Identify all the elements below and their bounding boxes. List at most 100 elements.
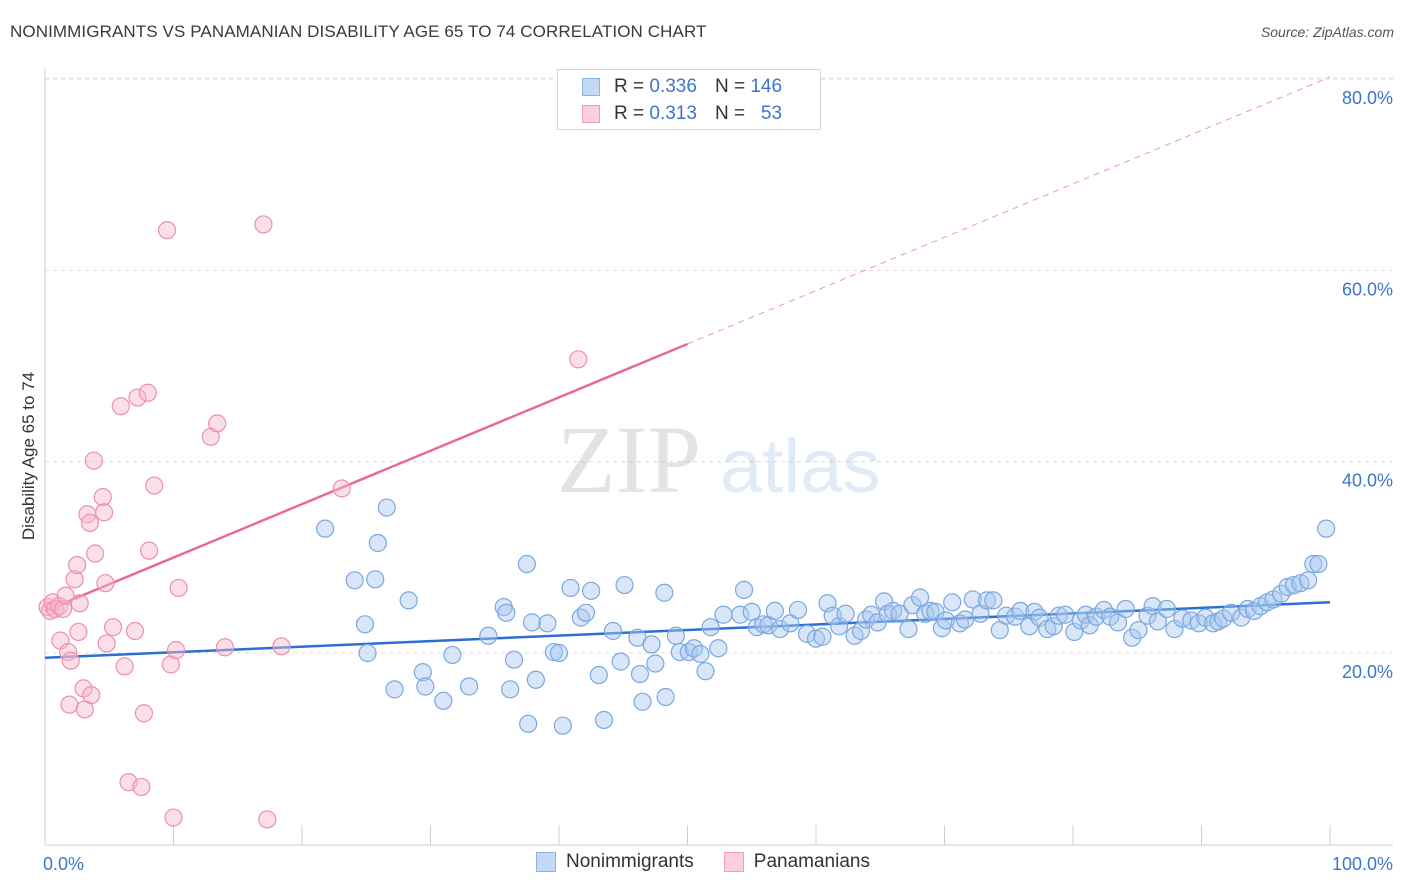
panamanian-point (139, 541, 159, 560)
nonimmigrant-point (1304, 554, 1323, 574)
nonimmigrant-point (479, 626, 498, 645)
nonimmigrant-point (813, 627, 832, 646)
nonimmigrant-point (797, 624, 817, 643)
nonimmigrant-point (434, 691, 453, 710)
nonimmigrant-point (1138, 606, 1157, 625)
y-tick-label: 60.0% (1342, 279, 1393, 299)
panamanian-point (96, 574, 115, 593)
x-tick-label-min: 0.0% (43, 854, 84, 874)
nonimmigrant-point (497, 603, 516, 622)
nonimmigrant-point (526, 670, 545, 689)
nonimmigrant-point (656, 687, 675, 707)
legend-swatch-pink (582, 105, 600, 123)
legend-swatch-pink (723, 852, 744, 872)
nonimmigrant-point (399, 591, 418, 610)
nonimmigrant-point (1284, 575, 1304, 595)
legend-label: Panamanians (753, 851, 870, 872)
watermark-zip: ZIP (557, 406, 701, 513)
source-credit: Source: ZipAtlas.com (1260, 24, 1394, 40)
nonimmigrant-point (544, 642, 563, 662)
nonimmigrant-point (1065, 622, 1084, 642)
nonimmigrant-point (366, 570, 385, 589)
nonimmigrant-point (936, 611, 955, 630)
axis-labels: 20.0% 40.0% 60.0% 80.0% 0.0% 100.0% Disability… (19, 88, 1393, 874)
nonimmigrant-point (594, 710, 614, 730)
nonimmigrant-point (582, 581, 601, 600)
nonimmigrant-point (345, 571, 364, 590)
nonimmigrant-point (734, 580, 754, 599)
nonimmigrant-point (1044, 617, 1063, 636)
panamanian-point (95, 503, 114, 522)
panamanian-point (258, 810, 277, 829)
y-tick-label: 80.0% (1342, 88, 1393, 108)
nonimmigrant-point (603, 621, 623, 641)
panamanian-point (80, 513, 100, 532)
nonimmigrant-point (836, 604, 855, 623)
legend-n-value: 146 (750, 76, 783, 97)
panamanian-point (161, 655, 181, 674)
nonimmigrant-point (576, 603, 596, 622)
nonimmigrant-point (416, 677, 435, 696)
nonimmigrant-point (517, 554, 536, 574)
nonimmigrant-point (910, 588, 930, 607)
nonimmigrant-point (655, 583, 674, 602)
legend-item-nonimmigrants: Nonimmigrants (536, 851, 694, 873)
y-tick-label: 40.0% (1342, 471, 1393, 491)
nonimmigrant-point (561, 578, 580, 598)
nonimmigrant-point (1129, 620, 1148, 640)
legend-row-nonimmigrants: R = 0.336 N = 146 (582, 74, 782, 100)
nonimmigrant-point (1148, 612, 1167, 631)
stats-legend: R = 0.336 N = 146 R = 0.313 N = 53 (557, 69, 821, 130)
nonimmigrant-point (377, 498, 396, 517)
trend-lines (44, 76, 1331, 660)
panamanian-point (56, 586, 75, 605)
panamanian-point (332, 479, 351, 498)
nonimmigrant-point (355, 615, 375, 634)
nonimmigrant-point (890, 604, 909, 623)
panamanian-point (115, 657, 134, 676)
panamanian-point (569, 350, 588, 369)
legend-swatch-blue (536, 852, 557, 872)
panamanian-point (164, 808, 183, 827)
panamanian-point (272, 637, 291, 656)
panamanian-point (82, 685, 101, 705)
nonimmigrant-point (770, 619, 790, 639)
nonimmigrant-point (1209, 612, 1228, 631)
legend-n-value: 53 (760, 103, 783, 124)
panamanian-point (70, 594, 89, 613)
nonimmigrant-point (943, 593, 962, 612)
panamanian-point (93, 487, 112, 507)
nonimmigrant-point (538, 614, 557, 633)
panamanian-point (215, 638, 234, 657)
nonimmigrant-point (955, 610, 975, 629)
watermark: ZIP atlas (557, 406, 881, 513)
nonimmigrant-point (385, 680, 404, 699)
nonimmigrant-point (754, 615, 773, 634)
nonimmigrant-point (316, 519, 335, 538)
nonimmigrant-point (611, 652, 630, 671)
nonimmigrant-point (1116, 599, 1135, 619)
panamanian-point (68, 555, 87, 575)
panamanian-point (132, 777, 151, 797)
nonimmigrant-point (646, 654, 665, 673)
grid-lines (45, 77, 1393, 654)
nonimmigrant-point (615, 575, 634, 595)
nonimmigrant-point (899, 619, 918, 639)
trend-extension-panamanians (687, 76, 1331, 345)
legend-r-label: R = (614, 76, 645, 97)
chart-title: NONIMMIGRANTS VS PANAMANIAN DISABILITY A… (10, 22, 707, 41)
panamanian-point (128, 388, 147, 407)
nonimmigrant-point (781, 614, 800, 633)
legend-n-label: N = (714, 76, 746, 97)
nonimmigrant-point (1317, 519, 1336, 538)
nonimmigrant-point (1309, 554, 1328, 574)
panamanian-point (169, 578, 188, 598)
nonimmigrant-point (984, 591, 1003, 610)
nonimmigrant-point (701, 618, 720, 637)
nonimmigrant-point (1049, 606, 1068, 625)
panamanian-point (69, 622, 88, 642)
nonimmigrant-point (549, 643, 569, 663)
nonimmigrant-point (696, 662, 715, 681)
legend-r-label: R = (614, 103, 645, 124)
